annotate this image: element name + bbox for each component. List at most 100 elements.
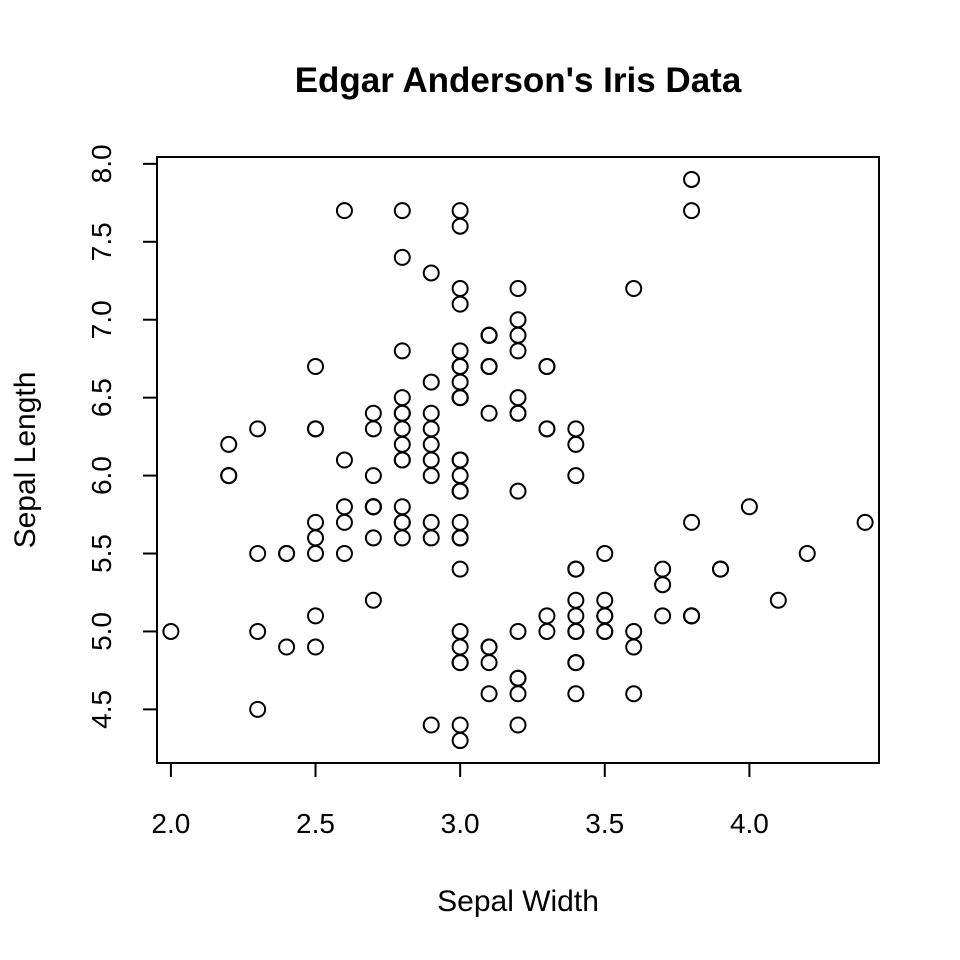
data-point (509, 685, 527, 703)
data-point (307, 607, 325, 625)
data-point (683, 607, 701, 625)
data-point (567, 467, 585, 485)
y-tick-label: 7.0 (86, 300, 117, 339)
data-point (451, 357, 469, 375)
data-point (451, 654, 469, 672)
data-point (683, 513, 701, 531)
data-point (480, 326, 498, 344)
data-point (393, 529, 411, 547)
data-point (335, 451, 353, 469)
data-point (307, 513, 325, 531)
data-point (567, 560, 585, 578)
x-tick-label: 2.0 (151, 808, 190, 839)
y-tick-label: 4.5 (86, 690, 117, 729)
data-point (509, 482, 527, 500)
x-tick-label: 2.5 (296, 808, 335, 839)
data-point (769, 591, 787, 609)
data-point (509, 404, 527, 422)
y-tick-label: 6.5 (86, 378, 117, 417)
data-point (509, 622, 527, 640)
data-point (393, 202, 411, 220)
data-point (451, 560, 469, 578)
data-point (451, 482, 469, 500)
data-point (162, 622, 180, 640)
data-point (596, 591, 614, 609)
data-point (307, 420, 325, 438)
x-tick-label: 3.0 (441, 808, 480, 839)
data-point (654, 576, 672, 594)
data-point (451, 280, 469, 298)
data-point (307, 638, 325, 656)
x-tick-label: 3.5 (585, 808, 624, 839)
data-point (711, 560, 729, 578)
data-point (625, 638, 643, 656)
data-point (335, 202, 353, 220)
data-point (625, 685, 643, 703)
data-point (480, 638, 498, 656)
data-point (393, 248, 411, 266)
data-point (625, 280, 643, 298)
data-point (480, 404, 498, 422)
data-point (422, 264, 440, 282)
data-point (220, 435, 238, 453)
data-point (393, 498, 411, 516)
data-point (596, 545, 614, 563)
data-point (220, 467, 238, 485)
x-axis-label: Sepal Width (437, 885, 599, 918)
data-point (654, 607, 672, 625)
data-point (567, 435, 585, 453)
data-point (798, 545, 816, 563)
data-point (249, 420, 267, 438)
data-point (249, 622, 267, 640)
y-axis-label: Sepal Length (9, 372, 42, 549)
data-point (422, 513, 440, 531)
points-layer (162, 170, 874, 750)
data-point (509, 716, 527, 734)
data-point (567, 654, 585, 672)
chart-title: Edgar Anderson's Iris Data (295, 61, 742, 100)
data-point (278, 638, 296, 656)
data-point (307, 545, 325, 563)
data-point (451, 389, 469, 407)
data-point (538, 622, 556, 640)
data-point (567, 685, 585, 703)
data-point (364, 498, 382, 516)
data-point (451, 716, 469, 734)
data-point (451, 622, 469, 640)
data-point (567, 607, 585, 625)
data-point (393, 342, 411, 360)
data-point (740, 498, 758, 516)
data-point (364, 420, 382, 438)
y-tick-label: 8.0 (86, 144, 117, 183)
data-point (451, 202, 469, 220)
x-axis-ticks: 2.0 2.5 3.0 3.5 4.0 (151, 763, 769, 839)
data-point (480, 357, 498, 375)
data-point (480, 685, 498, 703)
data-point (422, 467, 440, 485)
data-point (393, 420, 411, 438)
data-point (307, 357, 325, 375)
data-point (596, 622, 614, 640)
data-point (422, 716, 440, 734)
data-point (364, 591, 382, 609)
data-point (683, 202, 701, 220)
y-tick-label: 5.0 (86, 612, 117, 651)
data-point (364, 467, 382, 485)
data-point (422, 373, 440, 391)
y-axis-ticks: 4.5 5.0 5.5 6.0 6.5 7.0 7.5 8.0 (86, 144, 157, 729)
data-point (509, 342, 527, 360)
y-tick-label: 5.5 (86, 534, 117, 573)
data-point (278, 545, 296, 563)
data-point (249, 545, 267, 563)
x-tick-label: 4.0 (730, 808, 769, 839)
data-point (451, 513, 469, 531)
data-point (335, 498, 353, 516)
data-point (509, 280, 527, 298)
y-tick-label: 6.0 (86, 456, 117, 495)
y-tick-label: 7.5 (86, 222, 117, 261)
data-point (538, 420, 556, 438)
data-point (538, 357, 556, 375)
data-point (683, 170, 701, 188)
